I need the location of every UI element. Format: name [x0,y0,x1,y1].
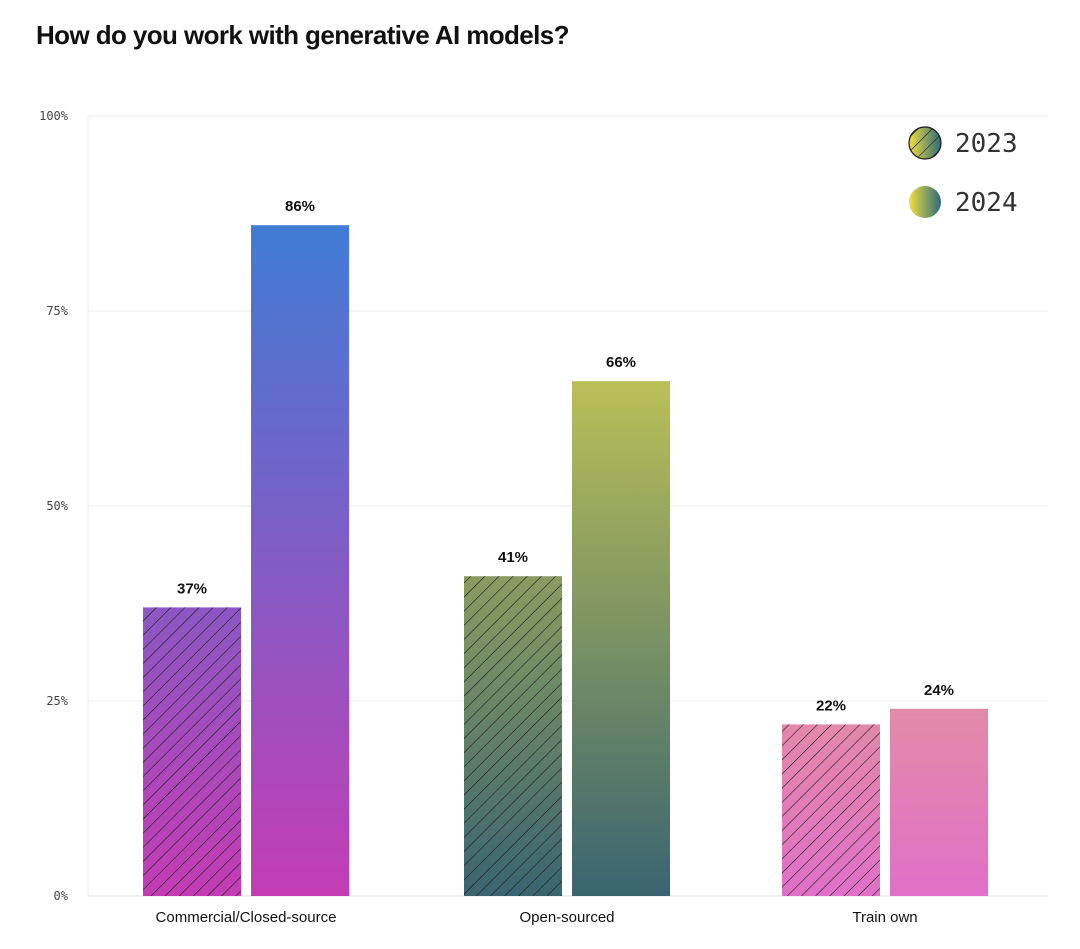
bar-hatch-2023-0 [143,607,241,896]
bar-hatch-2023-2 [782,724,880,896]
bar-hatch-2023-1 [464,576,562,896]
value-label: 37% [177,580,207,597]
legend-label: 2023 [955,129,1018,159]
y-tick-label: 50% [46,499,68,513]
category-label: Train own [852,909,917,926]
legend-label: 2024 [955,188,1018,218]
y-tick-label: 0% [54,889,69,903]
category-labels: Commercial/Closed-source Open-sourced Trai… [156,909,918,926]
legend-swatch-outline [908,126,942,160]
y-tick-label: 100% [39,109,69,123]
bar-2024-0 [251,225,349,896]
legend-item-2024: 2024 [909,186,1018,218]
y-tick-label: 75% [46,304,68,318]
bar-2024-1 [572,381,670,896]
category-label: Commercial/Closed-source [156,909,337,926]
legend-swatch [909,186,941,218]
value-label: 24% [924,682,954,699]
category-label: Open-sourced [519,909,614,926]
y-axis-ticks: 0% 25% 50% 75% 100% [39,109,69,903]
legend-item-2023: 2023 [908,126,1018,160]
bars [143,225,988,896]
y-tick-label: 25% [46,694,68,708]
bar-2024-2 [890,708,988,896]
value-label: 22% [816,697,846,714]
chart-title: How do you work with generative AI model… [36,20,570,50]
value-label: 66% [606,354,636,371]
gridlines [87,115,1048,897]
legend: 2023 2024 [908,126,1018,218]
value-label: 86% [285,198,315,215]
legend-swatch-hatch [909,127,941,159]
value-labels: 37% 86% 41% 66% 22% 24% [177,198,954,714]
value-label: 41% [498,549,528,566]
